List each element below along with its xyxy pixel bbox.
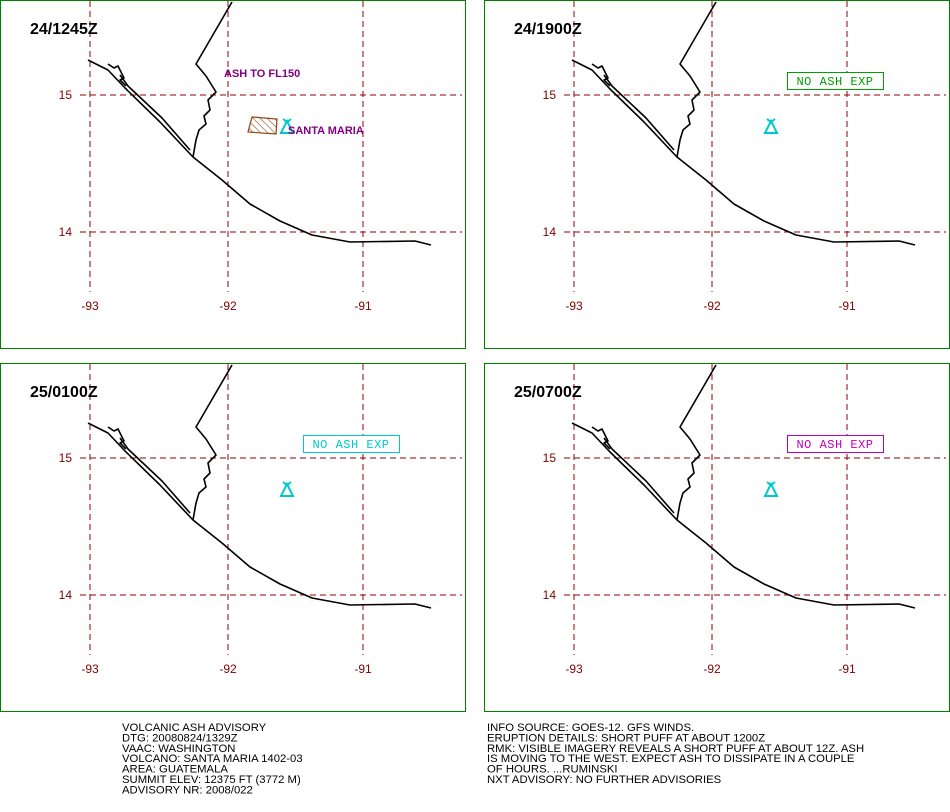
volcano-icon: [763, 118, 779, 134]
coastline: [107, 426, 127, 450]
map-panel: -93 -92 -91 15 14 24/1900Z NO ASH EXP: [484, 0, 950, 349]
panel-border: [0, 0, 466, 349]
valid-time: 24/1245Z: [30, 21, 98, 38]
coastline: [119, 74, 191, 151]
coastline: [603, 74, 675, 151]
advisory-line: VOLCANIC ASH ADVISORY: [122, 722, 267, 734]
advisory-line: SUMMIT ELEV: 12375 FT (3772 M): [122, 774, 301, 786]
panel-border: [484, 363, 950, 712]
valid-time: 24/1900Z: [514, 21, 582, 38]
status-box: [787, 72, 884, 90]
longitude-label: -92: [703, 662, 721, 676]
coastline: [119, 437, 191, 514]
longitude-label: -93: [81, 299, 99, 313]
longitude-label: -93: [565, 662, 583, 676]
advisory-line: AREA: GUATEMALA: [122, 764, 228, 776]
advisory-line: VOLCANO: SANTA MARIA 1402-03: [122, 753, 303, 765]
volcano-icon: [279, 481, 295, 497]
latitude-label: 14: [543, 588, 557, 602]
coastline: [676, 364, 717, 521]
longitude-label: -93: [565, 299, 583, 313]
coastline: [603, 437, 675, 514]
latitude-label: 15: [543, 88, 557, 102]
longitude-label: -91: [354, 299, 372, 313]
valid-time: 25/0700Z: [514, 384, 582, 401]
longitude-label: -91: [838, 662, 856, 676]
coastline: [87, 422, 432, 609]
advisory-line: ADVISORY NR: 2008/022: [122, 784, 253, 796]
advisory-line: OF HOURS. ...RUMINSKI: [487, 764, 618, 776]
advisory-line: DTG: 20080824/1329Z: [122, 732, 238, 744]
advisory-line: VAAC: WASHINGTON: [122, 743, 235, 755]
status-text: NO ASH EXP: [312, 438, 389, 452]
longitude-label: -92: [703, 299, 721, 313]
latitude-label: 14: [59, 225, 73, 239]
longitude-label: -91: [838, 299, 856, 313]
status-text: NO ASH EXP: [796, 75, 873, 89]
latitude-label: 15: [543, 451, 557, 465]
map-panel: -93 -92 -91 15 14 25/0100Z NO ASH EXP: [0, 363, 466, 712]
coastline: [591, 426, 611, 450]
latitude-label: 14: [59, 588, 73, 602]
status-box: [303, 435, 400, 453]
coastline: [591, 63, 611, 87]
coastline: [87, 59, 432, 246]
ash-top-label: ASH TO FL150: [224, 68, 300, 80]
panel-border: [0, 363, 466, 712]
volcano-icon: [763, 481, 779, 497]
latitude-label: 15: [59, 451, 73, 465]
panel-border: [484, 0, 950, 349]
map-panel: -93 -92 -91 15 14 24/1245Z ASH TO FL150 SANTA M…: [0, 0, 466, 349]
longitude-label: -92: [219, 299, 237, 313]
advisory-line: RMK: VISIBLE IMAGERY REVEALS A SHORT PUF…: [487, 743, 864, 755]
status-box: [787, 435, 884, 453]
latitude-label: 15: [59, 88, 73, 102]
status-text: NO ASH EXP: [796, 438, 873, 452]
advisory-line: ERUPTION DETAILS: SHORT PUFF AT ABOUT 12…: [487, 732, 765, 744]
coastline: [571, 59, 916, 246]
advisory-line: NXT ADVISORY: NO FURTHER ADVISORIES: [487, 774, 722, 786]
longitude-label: -92: [219, 662, 237, 676]
map-panel: -93 -92 -91 15 14 25/0700Z NO ASH EXP: [484, 363, 950, 712]
volcano-label: SANTA MARIA: [288, 125, 364, 137]
coastline: [107, 63, 127, 87]
valid-time: 25/0100Z: [30, 384, 98, 401]
coastline: [192, 1, 233, 158]
advisory-line: INFO SOURCE: GOES-12. GFS WINDS.: [487, 722, 694, 734]
coastline: [571, 422, 916, 609]
latitude-label: 14: [543, 225, 557, 239]
volcano-icon: [279, 118, 295, 134]
coastline: [192, 364, 233, 521]
longitude-label: -93: [81, 662, 99, 676]
ash-area: [247, 116, 278, 135]
longitude-label: -91: [354, 662, 372, 676]
coastline: [676, 1, 717, 158]
advisory-line: IS MOVING TO THE WEST. EXPECT ASH TO DIS…: [487, 753, 855, 765]
